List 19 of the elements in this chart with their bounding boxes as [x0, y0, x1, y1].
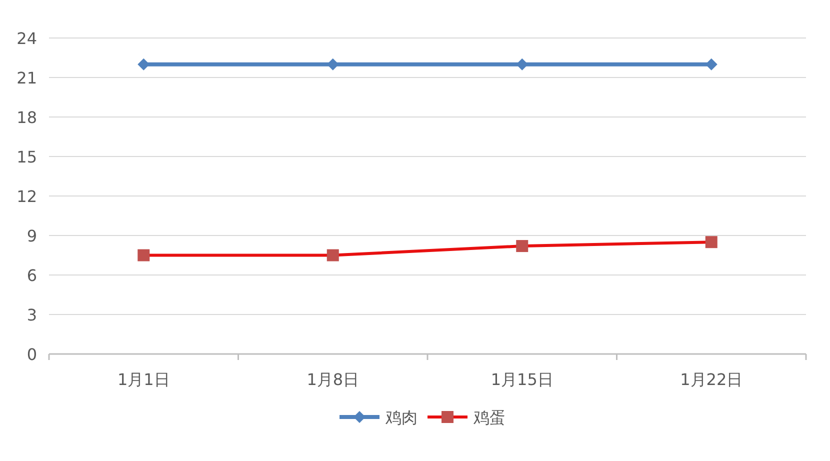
y-tick-label: 15 — [16, 148, 37, 166]
x-tick-label: 1月1日 — [117, 370, 170, 389]
y-tick-label: 6 — [26, 266, 37, 285]
y-tick-label: 0 — [26, 345, 37, 364]
y-tick-label: 21 — [16, 68, 37, 88]
x-tick-label: 1月22日 — [680, 370, 743, 389]
legend-label: 鸡蛋 — [472, 408, 506, 427]
point — [326, 249, 339, 262]
y-tick-label: 9 — [26, 226, 37, 246]
y-tick-label: 24 — [16, 29, 37, 48]
point — [516, 240, 528, 252]
y-tick-label: 3 — [26, 306, 37, 324]
point — [138, 249, 150, 262]
x-tick-label: 1月15日 — [490, 370, 554, 389]
legend-label: 鸡肉 — [384, 408, 418, 427]
x-tick-label: 1月8日 — [306, 370, 360, 389]
point — [705, 236, 718, 248]
y-tick-label: 12 — [16, 187, 37, 206]
y-tick-label: 18 — [16, 108, 37, 127]
